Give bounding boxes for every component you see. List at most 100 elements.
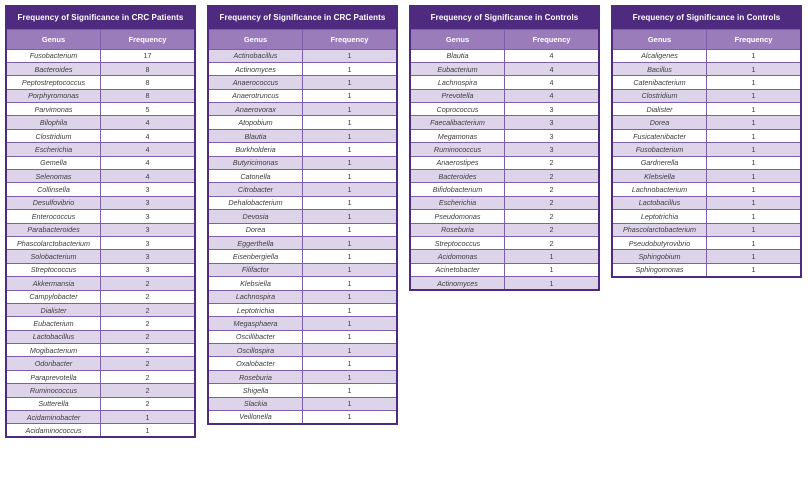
table-row: Bacillus 1 [611,61,802,77]
genus-cell: Fusobacterium [611,142,707,157]
table-row: Streptococcus 3 [5,262,196,278]
genus-cell: Alcaligenes [611,48,707,63]
genus-column-header: Genus [409,28,505,50]
frequency-cell: 1 [302,195,398,211]
table-row: Escherichia 2 [409,195,600,211]
genus-cell: Fusobacterium [5,48,101,63]
table-row: Dialister 2 [5,302,196,318]
frequency-cell: 1 [302,396,398,412]
genus-cell: Solobacterium [5,249,101,264]
frequency-table: Frequency of Significance in Controls Ge… [409,5,600,292]
genus-cell: Leptotrichia [611,209,707,224]
genus-cell: Enterococcus [5,209,101,224]
frequency-cell: 2 [504,195,600,211]
genus-cell: Ruminococcus [409,142,505,157]
genus-cell: Leptotrichia [207,302,303,318]
table-row: Phascolarctobacterium 1 [611,222,802,237]
frequency-cell: 2 [100,356,196,371]
frequency-cell: 1 [302,329,398,345]
frequency-cell: 4 [504,88,600,104]
table-row: Mogibacterium 2 [5,343,196,358]
frequency-cell: 2 [100,289,196,304]
frequency-cell: 3 [504,102,600,117]
frequency-table: Frequency of Significance in CRC Patient… [5,5,196,439]
table-row: Lachnospira 1 [207,289,398,304]
frequency-cell: 3 [504,142,600,157]
genus-column-header: Genus [611,28,707,50]
frequency-cell: 3 [100,249,196,264]
frequency-cell: 2 [100,276,196,291]
table-row: Lactobacillus 1 [611,195,802,211]
table-row: Eisenbergiella 1 [207,249,398,264]
genus-cell: Pseudomonas [409,209,505,224]
genus-cell: Filifactor [207,262,303,278]
frequency-cell: 17 [100,48,196,63]
frequency-cell: 1 [706,142,802,157]
table-row: Blautia 4 [409,48,600,63]
frequency-cell: 3 [100,182,196,197]
frequency-cell: 1 [706,61,802,77]
genus-cell: Megamonas [409,128,505,144]
frequency-cell: 2 [100,383,196,398]
frequency-cell: 1 [302,182,398,197]
genus-cell: Shigella [207,383,303,398]
frequency-cell: 3 [100,222,196,237]
frequency-cell: 1 [706,262,802,278]
genus-cell: Acidaminobacter [5,410,101,425]
genus-cell: Anaerococcus [207,75,303,90]
table-row: Anaerovorax 1 [207,102,398,117]
genus-cell: Eggerthella [207,235,303,251]
table-row: Alcaligenes 1 [611,48,802,63]
table-row: Fusobacterium 1 [611,142,802,157]
genus-cell: Eubacterium [5,316,101,331]
genus-cell: Oscillospira [207,343,303,358]
frequency-cell: 3 [100,209,196,224]
frequency-cell: 1 [302,249,398,264]
table-row: Sphingobium 1 [611,249,802,264]
genus-cell: Dehalobacterium [207,195,303,211]
genus-cell: Pseudobutyrovibrio [611,235,707,251]
genus-cell: Dialister [5,302,101,318]
frequency-cell: 1 [706,195,802,211]
frequency-column-header: Frequency [504,28,600,50]
table-row: Klebsiella 1 [611,169,802,184]
genus-cell: Peptostreptococcus [5,75,101,90]
table-row: Butyricimonas 1 [207,155,398,171]
genus-cell: Desulfovibrio [5,195,101,211]
table-row: Lachnobacterium 1 [611,182,802,197]
frequency-cell: 1 [504,249,600,264]
frequency-cell: 1 [302,169,398,184]
frequency-column-header: Frequency [706,28,802,50]
table-row: Catenibacterium 1 [611,75,802,90]
frequency-cell: 4 [504,61,600,77]
genus-cell: Lachnospira [207,289,303,304]
table-head: Frequency of Significance in Controls Ge… [611,6,802,50]
table-row: Acidaminococcus 1 [5,423,196,438]
table-row: Roseburia 2 [409,222,600,237]
genus-cell: Collinsella [5,182,101,197]
column-header-row: Genus Frequency [409,28,600,50]
genus-cell: Sphingobium [611,249,707,264]
frequency-cell: 1 [504,276,600,291]
table-row: Porphyromonas 8 [5,88,196,104]
table-row: Pseudomonas 2 [409,209,600,224]
table-row: Sphingomonas 1 [611,262,802,278]
genus-cell: Prevotella [409,88,505,104]
table-title-row: Frequency of Significance in CRC Patient… [208,6,397,29]
frequency-cell: 1 [302,222,398,237]
genus-cell: Klebsiella [611,169,707,184]
table-row: Paraprevotella 2 [5,369,196,385]
table-row: Klebsiella 1 [207,276,398,291]
table-row: Bifidobacterium 2 [409,182,600,197]
table-row: Dialister 1 [611,102,802,117]
genus-cell: Klebsiella [207,276,303,291]
frequency-cell: 8 [100,61,196,77]
frequency-cell: 2 [504,222,600,237]
table-body: Alcaligenes 1 Bacillus 1 Catenibacterium 1 Clo… [611,48,802,278]
table-title-row: Frequency of Significance in CRC Patient… [6,6,195,29]
frequency-cell: 2 [100,316,196,331]
frequency-cell: 2 [504,182,600,197]
table-row: Streptococcus 2 [409,235,600,251]
table-head: Frequency of Significance in CRC Patient… [5,6,196,50]
frequency-table: Frequency of Significance in Controls Ge… [611,5,802,278]
